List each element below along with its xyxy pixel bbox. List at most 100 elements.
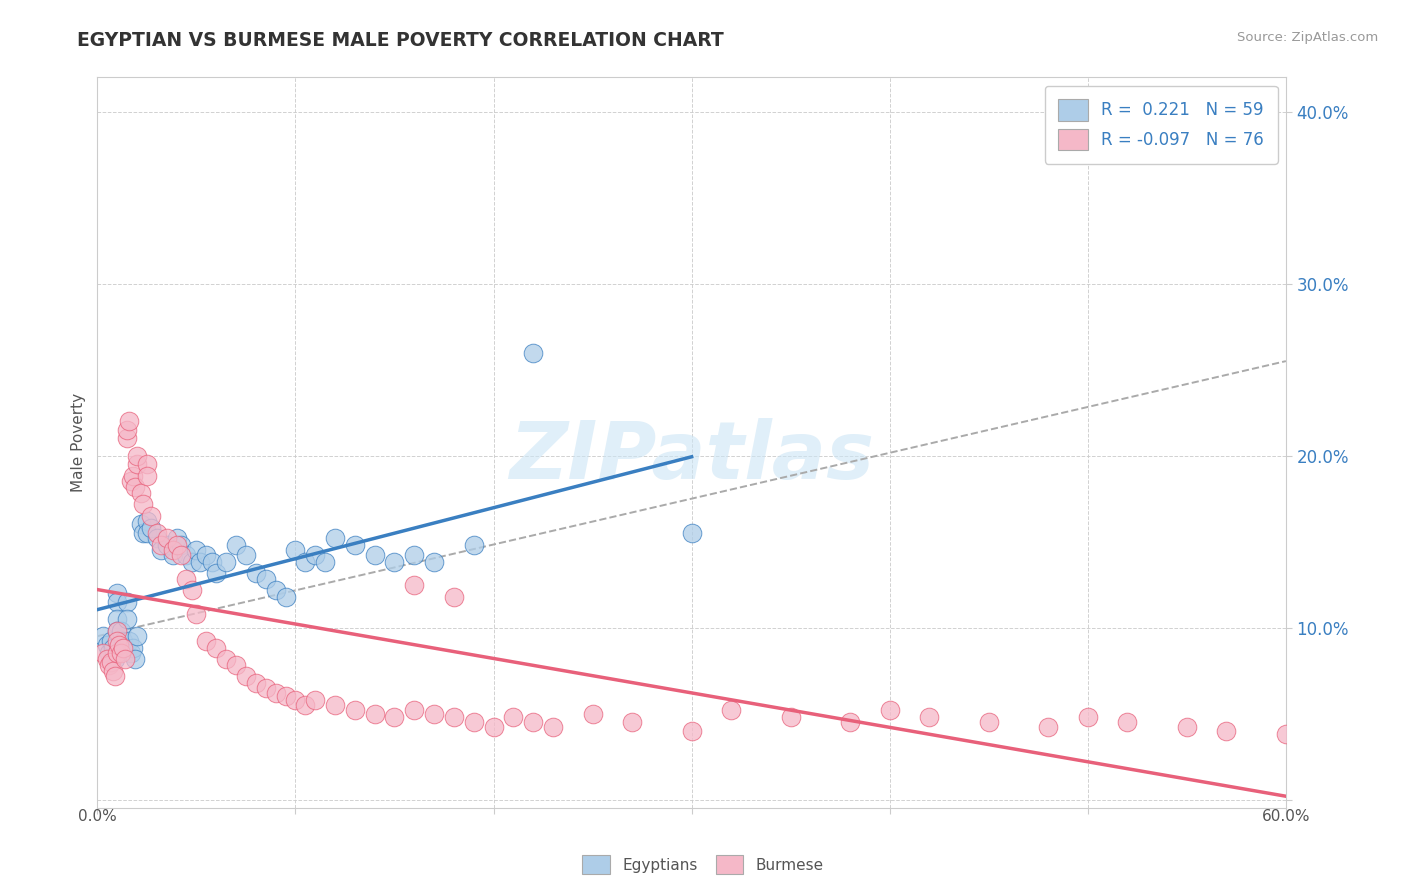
Point xyxy=(105,595,128,609)
Point xyxy=(225,538,247,552)
Point xyxy=(323,531,346,545)
Point xyxy=(314,555,336,569)
Point xyxy=(129,486,152,500)
Point xyxy=(132,526,155,541)
Point xyxy=(284,693,307,707)
Point xyxy=(443,590,465,604)
Point xyxy=(176,549,198,563)
Point xyxy=(114,651,136,665)
Point xyxy=(139,508,162,523)
Point xyxy=(110,646,132,660)
Point xyxy=(404,549,426,563)
Point xyxy=(502,710,524,724)
Point xyxy=(463,538,485,552)
Point xyxy=(384,710,406,724)
Point xyxy=(215,651,238,665)
Point xyxy=(384,555,406,569)
Point xyxy=(205,641,228,656)
Point xyxy=(162,543,184,558)
Text: 60.0%: 60.0% xyxy=(1261,809,1310,824)
Point xyxy=(720,703,742,717)
Point xyxy=(254,681,277,695)
Point xyxy=(681,526,703,541)
Point xyxy=(105,586,128,600)
Point xyxy=(120,475,142,489)
Point xyxy=(125,457,148,471)
Point xyxy=(149,543,172,558)
Point xyxy=(115,595,138,609)
Point xyxy=(323,698,346,712)
Point xyxy=(245,675,267,690)
Point xyxy=(104,669,127,683)
Point xyxy=(294,555,316,569)
Point xyxy=(105,612,128,626)
Point xyxy=(135,469,157,483)
Point xyxy=(541,720,564,734)
Point xyxy=(115,423,138,437)
Text: 0.0%: 0.0% xyxy=(77,809,117,824)
Point xyxy=(294,698,316,712)
Point xyxy=(103,664,125,678)
Point xyxy=(124,480,146,494)
Point xyxy=(225,658,247,673)
Point xyxy=(135,457,157,471)
Point xyxy=(118,634,141,648)
Point xyxy=(105,624,128,638)
Point xyxy=(1275,727,1298,741)
Point xyxy=(343,703,366,717)
Point xyxy=(129,517,152,532)
Point xyxy=(190,555,212,569)
Point xyxy=(254,573,277,587)
Point xyxy=(621,715,644,730)
Point xyxy=(181,555,204,569)
Text: Source: ZipAtlas.com: Source: ZipAtlas.com xyxy=(1237,31,1378,45)
Point xyxy=(135,514,157,528)
Point xyxy=(423,555,446,569)
Point xyxy=(166,531,188,545)
Point xyxy=(114,641,136,656)
Point xyxy=(195,634,218,648)
Point xyxy=(176,573,198,587)
Point xyxy=(108,638,131,652)
Point xyxy=(201,555,224,569)
Point xyxy=(274,690,297,704)
Point xyxy=(169,549,191,563)
Point xyxy=(96,651,118,665)
Point xyxy=(879,703,901,717)
Point xyxy=(284,543,307,558)
Point xyxy=(918,710,941,724)
Point xyxy=(105,624,128,638)
Point xyxy=(1116,715,1139,730)
Point xyxy=(195,549,218,563)
Point xyxy=(363,549,385,563)
Point xyxy=(423,706,446,721)
Point xyxy=(245,566,267,580)
Point xyxy=(118,414,141,428)
Point xyxy=(1038,720,1060,734)
Point xyxy=(149,538,172,552)
Point xyxy=(443,710,465,724)
Point xyxy=(522,715,544,730)
Point xyxy=(105,646,128,660)
Point xyxy=(522,345,544,359)
Point xyxy=(482,720,505,734)
Point xyxy=(404,703,426,717)
Point xyxy=(839,715,862,730)
Point xyxy=(264,686,287,700)
Point xyxy=(96,638,118,652)
Point xyxy=(124,651,146,665)
Point xyxy=(112,634,135,648)
Legend: Egyptians, Burmese: Egyptians, Burmese xyxy=(576,849,830,880)
Point xyxy=(343,538,366,552)
Point xyxy=(122,641,145,656)
Point xyxy=(166,538,188,552)
Point xyxy=(115,432,138,446)
Point xyxy=(103,641,125,656)
Point xyxy=(274,590,297,604)
Point xyxy=(1215,723,1237,738)
Point xyxy=(91,629,114,643)
Point xyxy=(235,669,257,683)
Point xyxy=(304,693,326,707)
Point xyxy=(91,646,114,660)
Point xyxy=(110,624,132,638)
